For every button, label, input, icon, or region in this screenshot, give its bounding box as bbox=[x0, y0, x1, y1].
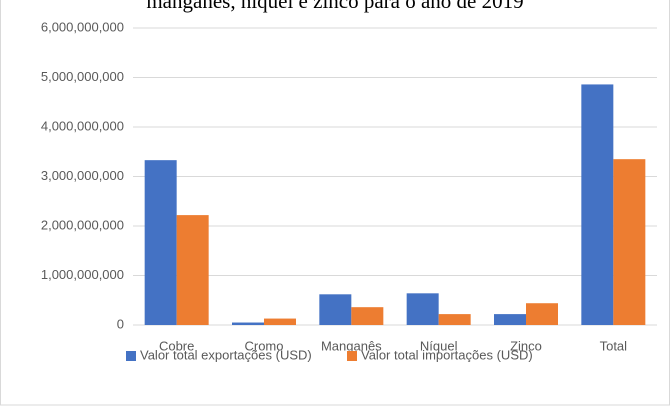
legend-swatch bbox=[347, 351, 357, 361]
y-tick-label: 6,000,000,000 bbox=[41, 19, 124, 34]
legend-label: Valor total importações (USD) bbox=[361, 347, 533, 362]
x-tick-label: Cromo bbox=[244, 338, 283, 353]
bar bbox=[438, 314, 471, 325]
y-tick-label: 1,000,000,000 bbox=[41, 267, 124, 282]
bar bbox=[232, 322, 264, 325]
chart-title: manganês, níquel e zinco para o ano de 2… bbox=[146, 0, 523, 13]
x-tick-label: Total bbox=[600, 338, 628, 353]
x-tick-label: Manganês bbox=[321, 338, 382, 353]
y-tick-label: 5,000,000,000 bbox=[41, 69, 124, 84]
bar bbox=[526, 303, 558, 325]
bar bbox=[581, 84, 614, 326]
y-tick-label: 4,000,000,000 bbox=[41, 118, 124, 133]
bar bbox=[351, 307, 384, 325]
bar bbox=[176, 215, 209, 325]
x-tick-label: Cobre bbox=[159, 338, 194, 353]
x-tick-label: Níquel bbox=[420, 338, 458, 353]
bar bbox=[613, 159, 646, 325]
bar bbox=[406, 293, 439, 325]
legend-label: Valor total exportações (USD) bbox=[140, 347, 312, 362]
y-tick-label: 0 bbox=[117, 316, 124, 331]
bar bbox=[319, 294, 352, 325]
x-tick-label: Zinco bbox=[510, 338, 542, 353]
y-tick-label: 3,000,000,000 bbox=[41, 168, 124, 183]
bar bbox=[264, 318, 296, 325]
legend-swatch bbox=[126, 351, 136, 361]
y-tick-label: 2,000,000,000 bbox=[41, 217, 124, 232]
bar bbox=[494, 314, 526, 325]
bar bbox=[144, 160, 177, 325]
